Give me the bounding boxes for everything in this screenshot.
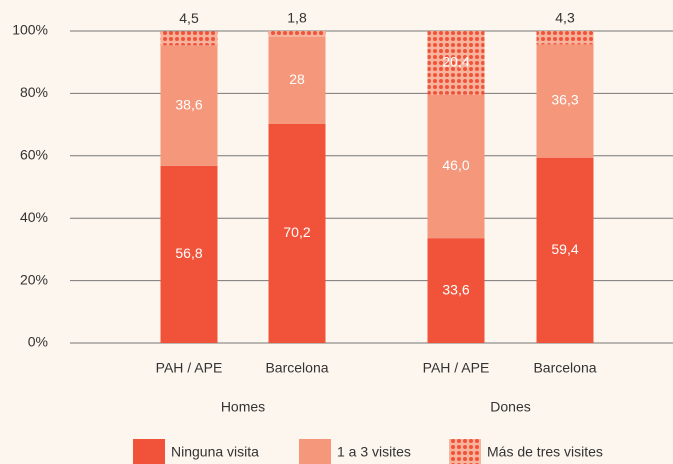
value-label: 36,3 bbox=[551, 92, 578, 108]
legend-label: Más de tres visites bbox=[487, 444, 603, 460]
value-label: 59,4 bbox=[551, 241, 578, 257]
bar-segment bbox=[427, 94, 485, 239]
bar-segment bbox=[268, 31, 326, 37]
group-label: Dones bbox=[490, 399, 530, 415]
bar-segment bbox=[268, 123, 326, 343]
value-label: 4,5 bbox=[179, 10, 199, 26]
x-tick-label: Barcelona bbox=[533, 360, 596, 376]
bar-segment bbox=[536, 31, 594, 45]
x-tick-label: PAH / APE bbox=[423, 360, 490, 376]
bar-segment bbox=[268, 36, 326, 124]
value-label: 28 bbox=[289, 71, 305, 87]
y-tick-label: 0% bbox=[28, 334, 48, 350]
bar-segment bbox=[160, 45, 218, 166]
legend-swatch bbox=[449, 439, 481, 464]
x-tick-label: Barcelona bbox=[265, 360, 328, 376]
bar-segment bbox=[160, 165, 218, 343]
y-tick-label: 40% bbox=[20, 209, 48, 225]
bar-segment bbox=[427, 238, 485, 343]
legend-label: 1 a 3 visites bbox=[337, 444, 411, 460]
group-label: Homes bbox=[221, 399, 265, 415]
y-tick-label: 80% bbox=[20, 84, 48, 100]
y-tick-label: 60% bbox=[20, 147, 48, 163]
value-label: 46,0 bbox=[442, 157, 469, 173]
value-label: 70,2 bbox=[283, 224, 310, 240]
value-label: 56,8 bbox=[175, 245, 202, 261]
x-tick-label: PAH / APE bbox=[156, 360, 223, 376]
bar-segment bbox=[536, 157, 594, 343]
bar-segment bbox=[427, 31, 485, 95]
value-label: 38,6 bbox=[175, 96, 202, 112]
legend-swatch bbox=[133, 439, 165, 464]
bar-segment bbox=[160, 31, 218, 46]
value-label: 20,4 bbox=[442, 54, 469, 70]
y-tick-label: 100% bbox=[12, 22, 48, 38]
legend-swatch bbox=[299, 439, 331, 464]
bar-segment bbox=[536, 44, 594, 158]
value-label: 1,8 bbox=[287, 10, 307, 26]
value-label: 4,3 bbox=[555, 10, 575, 26]
legend-label: Ninguna visita bbox=[171, 444, 259, 460]
y-tick-label: 20% bbox=[20, 271, 48, 287]
value-label: 33,6 bbox=[442, 281, 469, 297]
